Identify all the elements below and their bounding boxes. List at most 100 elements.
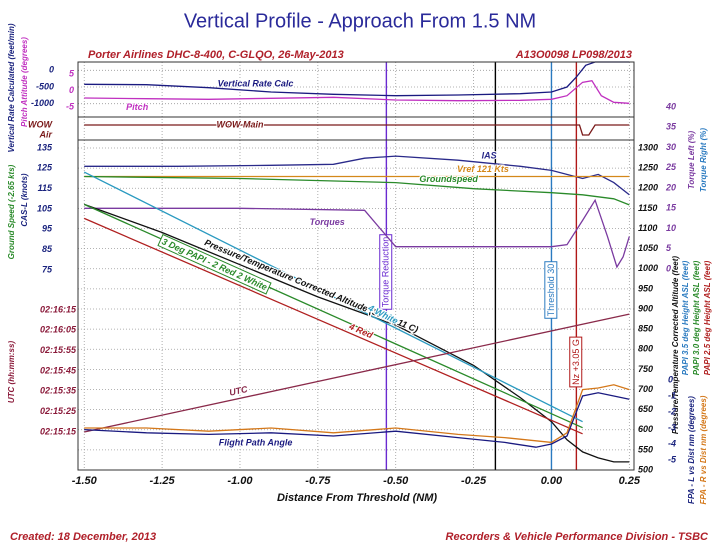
event-label-text: Threshold 30 xyxy=(546,264,556,317)
series-label: WOW Main xyxy=(215,118,264,130)
y-tick-label: 950 xyxy=(638,283,653,293)
y-tick-label: -4 xyxy=(668,438,676,448)
y-tick-label: 15 xyxy=(666,203,677,213)
x-tick-label: 0.00 xyxy=(541,475,563,487)
series-line xyxy=(84,124,630,136)
y-tick-label: 500 xyxy=(638,464,653,474)
series-label-box xyxy=(157,233,272,295)
y-tick-label: 105 xyxy=(37,203,53,213)
event-label: Nz +3.05 G xyxy=(569,336,583,388)
axis-title: PAPI 2.5 deg Height ASL (feet) xyxy=(703,260,712,375)
series-line xyxy=(84,392,630,448)
series-label: Vref 121 Kts xyxy=(456,163,510,175)
y-tick-label: 02:15:45 xyxy=(40,365,77,375)
y-tick-label: 02:15:15 xyxy=(40,426,77,436)
series-line xyxy=(84,198,630,269)
x-tick-label: -1.00 xyxy=(227,475,253,487)
credit-note: Recorders & Vehicle Performance Division… xyxy=(446,531,710,543)
y-tick-label: -5 xyxy=(668,454,677,464)
series-label-text: Flight Path Angle xyxy=(219,438,293,448)
series-label-text: Groundspeed xyxy=(419,174,478,184)
x-tick-label: -0.50 xyxy=(383,475,409,487)
y-tick-label: -3 xyxy=(668,422,676,432)
series-line xyxy=(84,313,630,433)
series-line xyxy=(83,171,583,423)
y-tick-label: 750 xyxy=(638,364,653,374)
y-tick-label: 0 xyxy=(666,263,671,273)
axis-title: Pitch Attitude (degrees) xyxy=(20,37,29,127)
series-label-text: Pitch xyxy=(126,102,149,112)
y-tick-label: 02:15:55 xyxy=(40,345,77,355)
axis-title: PAPI 3.0 deg Height ASL (feet) xyxy=(692,260,701,375)
y-tick-label: 02:15:25 xyxy=(40,406,77,416)
series-label: Groundspeed xyxy=(418,173,479,185)
y-tick-label: 20 xyxy=(665,182,676,192)
series-label-text: Torques xyxy=(310,217,345,227)
y-tick-label: 02:15:35 xyxy=(40,386,77,396)
y-tick-label: 650 xyxy=(638,404,653,414)
y-tick-label: 550 xyxy=(638,444,653,454)
series-line xyxy=(84,155,630,196)
x-axis-label: Distance From Threshold (NM) xyxy=(277,492,437,504)
axis-title: UTC (hh:mm:ss) xyxy=(7,341,16,404)
y-tick-label: 600 xyxy=(638,424,653,434)
series-label-text: IAS xyxy=(482,151,497,161)
y-tick-label: -500 xyxy=(36,81,54,91)
y-tick-label: 135 xyxy=(37,142,53,152)
axis-title: Vertical Rate Calculated (feet/min) xyxy=(7,23,16,152)
y-tick-label: 850 xyxy=(638,324,653,334)
y-tick-label: 1150 xyxy=(638,203,657,213)
y-tick-label: 30 xyxy=(666,142,676,152)
event-label: Threshold 30 xyxy=(544,261,558,319)
y-tick-label: 115 xyxy=(38,183,53,193)
y-tick-label: 0 xyxy=(668,374,673,384)
event-label-box xyxy=(569,336,583,388)
series-line xyxy=(83,217,583,435)
y-tick-label: 0 xyxy=(69,85,74,95)
y-tick-label: -1 xyxy=(668,390,676,400)
y-tick-label: 02:16:15 xyxy=(40,304,77,314)
y-tick-label: 5 xyxy=(69,68,75,78)
y-tick-label: -1000 xyxy=(31,98,54,108)
x-tick-label: -1.50 xyxy=(72,475,98,487)
axis-title: Torque Left (%) xyxy=(687,130,696,189)
event-label-box xyxy=(544,261,558,319)
series-label: IAS xyxy=(481,150,498,162)
event-label-text: Torque Reduction xyxy=(381,237,391,308)
event-label: Torque Reduction xyxy=(379,234,393,310)
axis-title: Torque Right (%) xyxy=(699,128,708,192)
y-tick-label: 1000 xyxy=(638,263,658,273)
y-tick-label: 0 xyxy=(49,65,54,75)
y-tick-label: 125 xyxy=(37,163,53,173)
y-tick-label: 1200 xyxy=(638,183,658,193)
y-tick-label: 1300 xyxy=(638,142,658,152)
y-tick-label: 900 xyxy=(638,303,653,313)
axis-title: FPA - R vs Dist nm (degrees) xyxy=(699,395,708,504)
y-tick-label: 1050 xyxy=(638,243,658,253)
series-line xyxy=(84,384,630,444)
y-tick-label: 1100 xyxy=(638,223,657,233)
axis-title: Ground Speed (-2.65 kts) xyxy=(7,164,16,259)
y-tick-label: 95 xyxy=(42,224,53,234)
axis-title: CAS-L (knots) xyxy=(20,173,29,227)
series-label: Flight Path Angle xyxy=(218,437,294,449)
subtitle-right: A13O0098 LP098/2013 xyxy=(515,49,632,61)
y-tick-label: 800 xyxy=(638,344,653,354)
y-tick-label: 75 xyxy=(42,264,53,274)
series-line xyxy=(84,79,630,104)
series-label-text: WOW Main xyxy=(216,119,263,129)
y-tick-label: 700 xyxy=(638,384,653,394)
y-tick-label: 25 xyxy=(665,162,677,172)
series-line xyxy=(84,175,630,206)
axis-title: PAPI 3.5 deg Height ASL (feet) xyxy=(681,260,690,375)
axis-title: Pressure/Temperature Corrected Altitude … xyxy=(671,256,680,434)
series-line xyxy=(84,61,630,97)
y-tick-label: 85 xyxy=(42,244,53,254)
y-tick-label: 5 xyxy=(666,243,672,253)
series-label-text: Vertical Rate Calc xyxy=(218,78,294,88)
y-tick-label: WOW xyxy=(28,119,53,129)
created-note: Created: 18 December, 2013 xyxy=(10,531,156,543)
y-tick-label: 1250 xyxy=(638,163,658,173)
x-tick-label: -0.75 xyxy=(305,475,331,487)
